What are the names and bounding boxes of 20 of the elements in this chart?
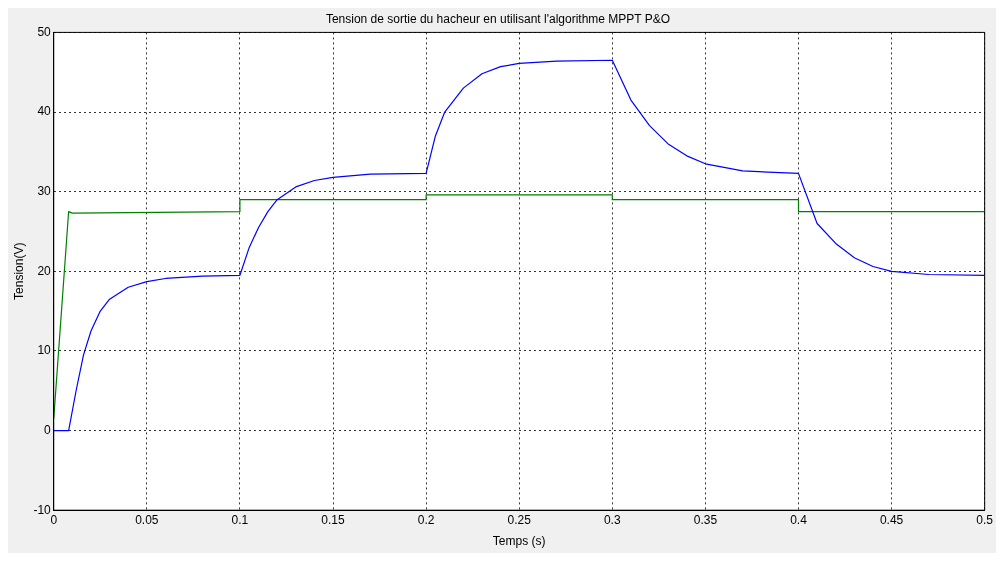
x-tick-label: 0.4 xyxy=(790,512,808,527)
x-tick-label: 0.05 xyxy=(135,512,159,527)
y-tick-label: 10 xyxy=(37,343,52,358)
x-tick-label: 0.35 xyxy=(693,512,718,527)
y-tick-label: 0 xyxy=(44,422,52,437)
y-tick-label: 20 xyxy=(37,263,52,278)
x-tick-label: 0.3 xyxy=(603,512,621,527)
y-tick-label: 30 xyxy=(37,183,52,198)
x-tick-label: 0.5 xyxy=(976,512,994,527)
y-tick-label: 40 xyxy=(37,104,52,119)
x-tick-label: 0.15 xyxy=(321,512,346,527)
x-tick-label: 0.2 xyxy=(417,512,435,527)
y-tick-label: 50 xyxy=(37,24,52,39)
chart-title: Tension de sortie du hacheur en utilisant l'algorithme MPPT P&O xyxy=(325,11,671,26)
y-axis-title: Tension(V) xyxy=(11,242,26,300)
y-tick-label: -10 xyxy=(33,502,52,517)
x-axis-title: Temps (s) xyxy=(492,534,546,549)
x-tick-label: 0.1 xyxy=(231,512,249,527)
x-tick-label: 0.25 xyxy=(507,512,532,527)
x-tick-label: 0.45 xyxy=(879,512,904,527)
